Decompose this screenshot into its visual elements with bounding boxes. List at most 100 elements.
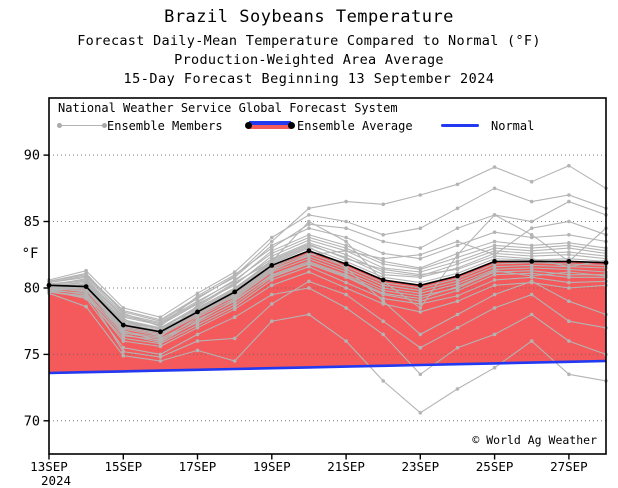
ensemble-member-point: [529, 274, 534, 278]
ensemble-member-line: [48, 258, 607, 342]
ensemble-member-point: [492, 272, 497, 277]
ensemble-member-point: [418, 226, 423, 230]
ensemble-member-point: [158, 344, 163, 349]
ensemble-member-point: [455, 284, 460, 289]
ensemble-member-line: [48, 280, 607, 358]
ensemble-member-point: [492, 278, 497, 282]
ensemble-member-point: [381, 319, 386, 324]
plot-frame: [48, 97, 607, 455]
ensemble-member-point: [270, 274, 274, 278]
ensemble-member-point: [84, 304, 88, 309]
ensemble-member-point: [344, 270, 348, 274]
ensemble-average-point: [306, 248, 312, 254]
ensemble-member-point: [492, 230, 497, 234]
ensemble-member-point: [232, 280, 237, 285]
ensemble-member-point: [455, 182, 460, 187]
ensemble-member-point: [121, 349, 126, 354]
ensemble-member-point: [232, 272, 237, 277]
ensemble-member-point: [418, 306, 423, 310]
ensemble-member-line: [48, 287, 607, 376]
ensemble-member-point: [418, 372, 423, 377]
ensemble-member-point: [121, 306, 126, 310]
ensemble-member-point: [195, 303, 200, 308]
ensemble-member-point: [455, 206, 460, 211]
ensemble-member-point: [195, 332, 200, 337]
chart-subtitle-2: Production-Weighted Area Average: [174, 52, 444, 68]
ensemble-member-point: [84, 271, 88, 276]
ensemble-member-point: [455, 288, 460, 293]
ensemble-member-point: [195, 348, 200, 353]
ensemble-member-point: [455, 312, 460, 317]
ensemble-member-point: [158, 335, 163, 339]
ensemble-member-point: [418, 267, 423, 272]
member-dot-icon: [102, 122, 107, 128]
ensemble-member-point: [567, 233, 571, 237]
ensemble-average-point: [492, 259, 497, 264]
ensemble-member-point: [567, 243, 571, 248]
ensemble-member-point: [455, 267, 460, 272]
ensemble-member-point: [567, 267, 571, 272]
ensemble-member-line: [48, 165, 607, 322]
ensemble-member-point: [455, 387, 460, 391]
ensemble-member-point: [529, 199, 534, 204]
ensemble-member-line: [49, 247, 607, 332]
ensemble-member-point: [418, 193, 423, 197]
ensemble-member-point: [381, 251, 386, 256]
ensemble-member-point: [455, 279, 460, 284]
x-tick-label: 17SEP: [179, 459, 217, 474]
ensemble-member-point: [84, 280, 88, 285]
ensemble-member-point: [529, 339, 534, 343]
ensemble-member-point: [158, 315, 163, 320]
ensemble-member-point: [158, 340, 163, 345]
ensemble-member-point: [567, 246, 571, 250]
ensemble-member-point: [344, 274, 348, 278]
x-tick-label: 13SEP: [30, 459, 68, 474]
ensemble-member-point: [529, 226, 534, 230]
ensemble-member-point: [270, 283, 274, 288]
ensemble-member-point: [492, 332, 497, 337]
ensemble-member-point: [195, 291, 200, 296]
ensemble-member-point: [529, 233, 534, 237]
ensemble-average-point: [529, 259, 535, 264]
ensemble-member-point: [84, 276, 88, 281]
ensemble-member-point: [492, 254, 497, 258]
ensemble-member-point: [307, 206, 311, 211]
ensemble-member-point: [492, 365, 497, 370]
ensemble-member-point: [121, 332, 126, 337]
ensemble-member-point: [529, 312, 534, 317]
ensemble-member-point: [270, 258, 274, 262]
ensemble-member-point: [344, 235, 348, 240]
ensemble-member-point: [84, 274, 88, 278]
ensemble-average-point: [566, 259, 572, 264]
ensemble-member-point: [567, 339, 571, 343]
x-tick-label: 21SEP: [327, 459, 365, 474]
ensemble-member-point: [455, 243, 460, 248]
ensemble-member-point: [567, 264, 571, 269]
ensemble-member-point: [270, 235, 274, 240]
y-tick-label: 75: [24, 347, 40, 363]
ensemble-member-point: [529, 219, 534, 224]
ensemble-member-point: [567, 319, 571, 324]
ensemble-member-point: [529, 235, 534, 240]
ensemble-member-point: [381, 332, 386, 337]
ensemble-member-point: [529, 292, 534, 297]
ensemble-member-line: [48, 200, 607, 328]
ensemble-member-point: [492, 246, 497, 250]
ensemble-member-point: [344, 243, 348, 248]
ensemble-member-point: [344, 339, 348, 343]
ensemble-member-point: [492, 268, 497, 273]
ensemble-member-point: [344, 286, 348, 290]
x-axis-year-label: 2024: [41, 473, 71, 488]
ensemble-member-point: [455, 239, 460, 244]
ensemble-member-point: [232, 270, 237, 274]
ensemble-member-point: [270, 246, 274, 250]
ensemble-member-point: [195, 323, 200, 327]
ensemble-member-point: [344, 246, 348, 250]
ensemble-member-point: [195, 314, 200, 318]
ensemble-member-point: [418, 252, 423, 257]
ensemble-member-point: [307, 238, 311, 242]
ensemble-member-point: [418, 270, 423, 274]
average-blue-band-icon: [249, 121, 291, 125]
ensemble-average-swatch-icon: [245, 120, 295, 130]
ensemble-member-point: [270, 278, 274, 282]
